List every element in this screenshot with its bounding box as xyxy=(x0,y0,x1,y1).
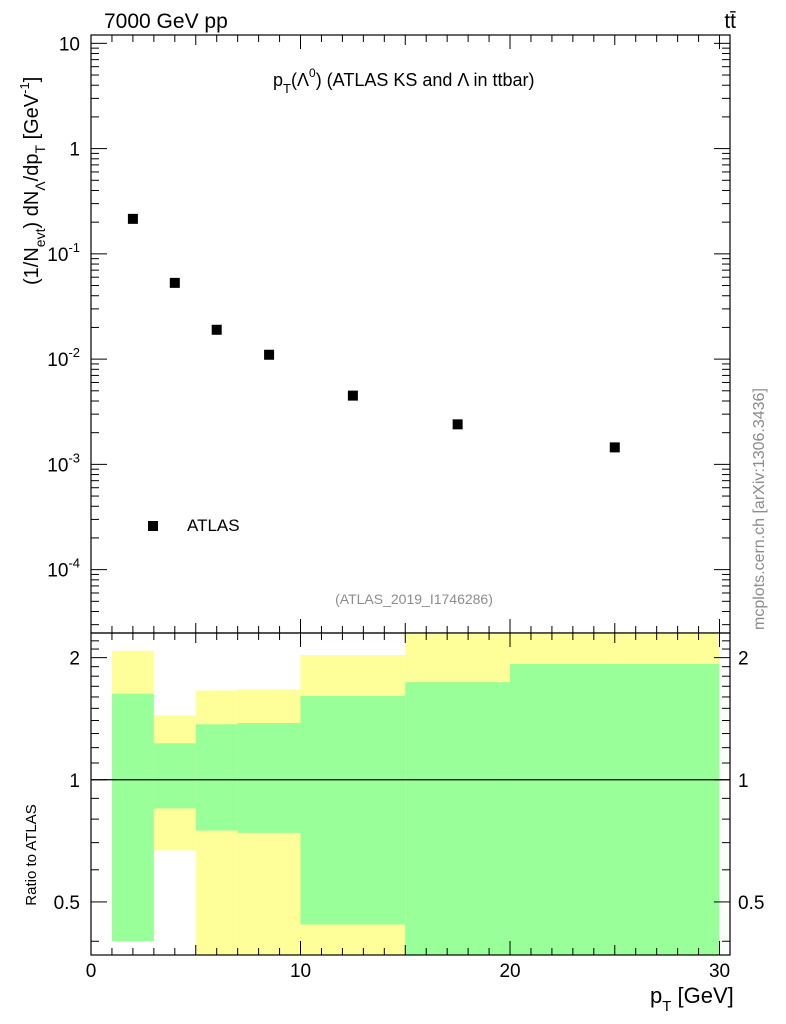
xlabel-base: p xyxy=(650,983,662,1008)
title-paren: (Λ xyxy=(291,70,309,90)
header-energy-label: 7000 GeV pp xyxy=(104,10,228,33)
y-tick-label-exponent: -2 xyxy=(68,345,80,360)
x-tick-label: 0 xyxy=(86,961,97,982)
ylabel-part-b: ) dN xyxy=(21,191,43,229)
y-tick-label: 1 xyxy=(69,140,80,161)
ylabel-sub-evt: evt xyxy=(32,228,48,247)
y-tick-label-exponent: -3 xyxy=(68,450,80,465)
ratio-inner-band-bin-6 xyxy=(510,663,720,955)
legend-marker xyxy=(148,521,158,531)
ratio-y-axis-label: Ratio to ATLAS xyxy=(23,804,40,905)
ratio-inner-band-bin-4 xyxy=(300,695,406,925)
ratio-y-tick-label-right: 0.5 xyxy=(738,893,764,914)
x-axis-label: pT [GeV] xyxy=(650,983,734,1015)
data-point-atlas xyxy=(264,349,275,360)
y-tick-label: 10-3 xyxy=(47,450,80,476)
x-tick-label: 30 xyxy=(709,961,730,982)
ylabel-sub-lambda: Λ xyxy=(32,181,48,191)
ratio-inner-band-bin-0 xyxy=(111,693,154,942)
main-plot-frame xyxy=(90,34,731,634)
ratio-y-tick-label-right: 2 xyxy=(738,649,749,670)
ylabel-part-e: ] xyxy=(21,77,43,83)
ylabel-part-a: (1/N xyxy=(21,247,43,285)
x-tick-label: 20 xyxy=(499,961,520,982)
title-base: p xyxy=(273,70,283,90)
y-tick-label-base: 10 xyxy=(47,245,68,266)
plot-title: pT(Λ0) (ATLAS KS and Λ in ttbar) xyxy=(273,66,534,96)
ylabel-part-d: [GeV xyxy=(21,93,43,145)
ylabel-sup: -1 xyxy=(17,82,32,94)
ratio-inner-band-bin-1 xyxy=(153,743,196,809)
y-tick-label: 10-1 xyxy=(47,240,80,266)
title-rest: ) (ATLAS KS and Λ in ttbar) xyxy=(316,70,535,90)
data-point-atlas xyxy=(347,390,358,401)
legend-label: ATLAS xyxy=(187,516,240,535)
y-tick-label: 10-2 xyxy=(47,345,80,371)
ylabel-sub-t: T xyxy=(32,145,48,154)
ratio-plot-frame xyxy=(90,632,731,956)
header-process-label: tt̄ xyxy=(724,10,736,33)
watermark-label: mcplots.cern.ch [arXiv:1306.3436] xyxy=(751,388,768,630)
xlabel-sub: T xyxy=(662,998,671,1015)
y-tick-label-base: 10 xyxy=(47,561,68,582)
data-point-atlas xyxy=(211,324,222,335)
ylabel-part-c: /dp xyxy=(21,154,43,182)
title-sup: 0 xyxy=(309,66,316,80)
ratio-inner-band-bin-3 xyxy=(237,723,301,833)
y-tick-label-exponent: -4 xyxy=(68,556,80,571)
ratio-inner-band-bin-2 xyxy=(195,724,238,831)
y-tick-label-base: 10 xyxy=(47,350,68,371)
analysis-id-label: (ATLAS_2019_I1746286) xyxy=(335,591,493,607)
y-tick-label: 10-4 xyxy=(47,556,80,582)
y-tick-label-exponent: -1 xyxy=(68,240,80,255)
ratio-y-tick-label-right: 1 xyxy=(738,771,749,792)
y-tick-label-base: 10 xyxy=(47,455,68,476)
title-sub: T xyxy=(283,81,291,96)
xlabel-unit: [GeV] xyxy=(671,983,733,1008)
main-y-axis-label: (1/Nevt) dNΛ/dpT [GeV-1] xyxy=(17,77,48,285)
ratio-inner-band-bin-5 xyxy=(405,682,511,955)
ratio-y-tick-label-left: 1 xyxy=(69,771,80,792)
ratio-plot-area: 0 10 20 30 0.5 0.5 1 1 2 2 xyxy=(54,632,764,982)
ratio-y-tick-label-left: 0.5 xyxy=(54,893,80,914)
data-point-atlas xyxy=(169,277,180,288)
data-point-atlas xyxy=(452,419,463,430)
data-point-atlas xyxy=(127,213,138,224)
data-point-atlas xyxy=(609,442,620,453)
y-tick-label: 10 xyxy=(59,34,80,55)
ratio-y-tick-label-left: 2 xyxy=(69,649,80,670)
x-tick-label: 10 xyxy=(290,961,311,982)
